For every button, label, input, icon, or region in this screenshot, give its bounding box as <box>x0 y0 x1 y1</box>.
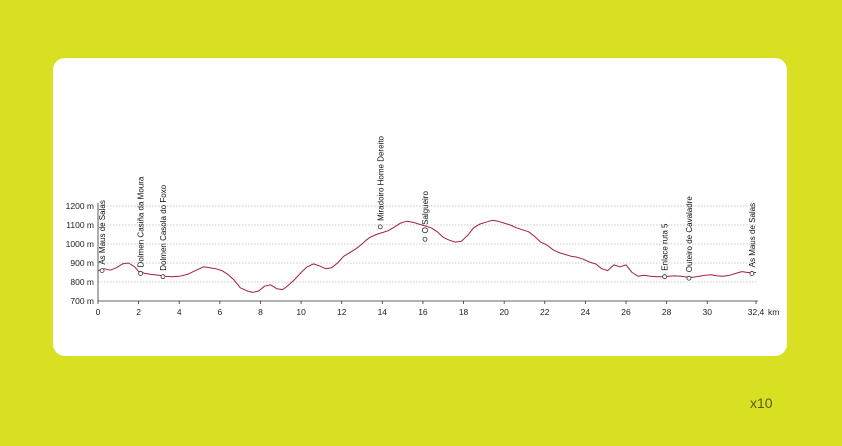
x-tick-label: 22 <box>540 307 550 317</box>
waypoint-label: As Maus de Salas <box>98 200 107 264</box>
y-tick-label: 1100 m <box>66 220 94 230</box>
waypoint-marker <box>99 268 105 274</box>
x-tick-label: 4 <box>177 307 182 317</box>
x-tick-label: 12 <box>337 307 347 317</box>
waypoint-label: O Salgueiro <box>421 191 430 234</box>
y-tick-label: 900 m <box>70 258 94 268</box>
waypoint-marker <box>160 274 166 280</box>
y-tick-label: 800 m <box>70 277 94 287</box>
x-tick-label: 10 <box>296 307 306 317</box>
chart-card: 700 m 800 m 900 m 1000 m 1100 m 1200 m 0 2 4 6 8 10… <box>53 58 787 356</box>
x-tick-label: 20 <box>499 307 509 317</box>
y-tick-label: 700 m <box>70 296 94 306</box>
waypoint-marker <box>662 274 668 280</box>
waypoint-marker <box>686 275 692 281</box>
waypoint-label: Miradoiro Home Dereito <box>376 135 385 220</box>
x-tick-label: 24 <box>581 307 591 317</box>
x-tick-label: 26 <box>621 307 631 317</box>
waypoint-marker <box>422 236 428 242</box>
x-tick-label: 32,4 <box>748 307 765 317</box>
waypoint-marker <box>377 224 383 230</box>
x-tick-label: 16 <box>418 307 428 317</box>
x-tick-label: 8 <box>258 307 263 317</box>
zoom-label: x10 <box>750 395 773 411</box>
x-unit-label: km <box>768 307 779 317</box>
waypoint-label: Outeiro de Cavaladre <box>685 196 694 273</box>
waypoint-marker <box>138 271 144 276</box>
waypoint-marker <box>749 271 755 276</box>
x-tick-label: 14 <box>378 307 388 317</box>
y-tick-label: 1200 m <box>66 201 94 211</box>
waypoint-label: Dolmen Casiña da Moura <box>137 176 146 267</box>
elevation-series-line <box>97 219 756 293</box>
waypoint-label: As Maus de Salas <box>748 203 757 267</box>
waypoint-label: Dolmen Casola do Foxo <box>159 184 168 270</box>
x-tick-label: 6 <box>217 307 222 317</box>
y-tick-label: 1000 m <box>66 239 94 249</box>
x-tick-label: 18 <box>459 307 469 317</box>
x-tick-label: 30 <box>703 307 713 317</box>
waypoint-label: Enlace ruta 5 <box>661 223 670 271</box>
x-tick-label: 2 <box>136 307 141 317</box>
x-tick-label: 0 <box>96 307 101 317</box>
x-tick-label: 28 <box>662 307 672 317</box>
